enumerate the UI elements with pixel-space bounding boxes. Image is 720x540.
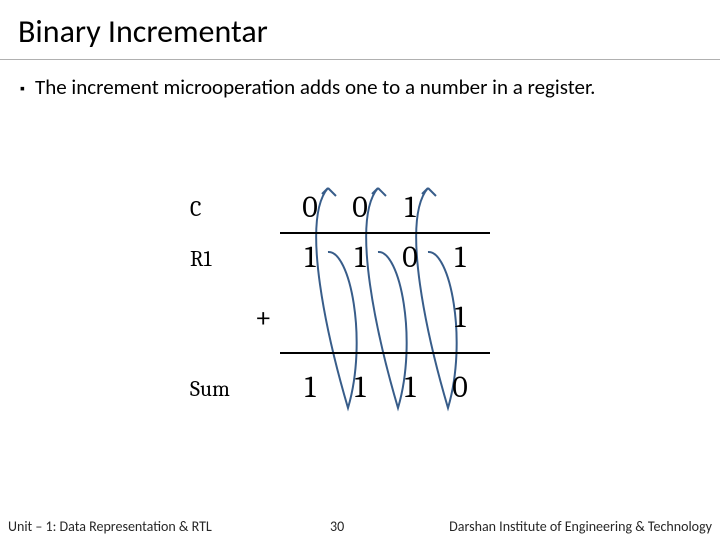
sum-digit: 0 — [440, 370, 480, 405]
label-sum: Sum — [190, 376, 230, 402]
r1-digit: 1 — [340, 240, 380, 275]
rule-bottom — [280, 352, 490, 354]
r1-digit: 1 — [440, 240, 480, 275]
r1-digit: 1 — [290, 240, 330, 275]
bullet-item: ▪ The increment microoperation adds one … — [0, 60, 720, 100]
bullet-text: The increment microoperation adds one to… — [35, 74, 596, 100]
carry-digit: 0 — [290, 190, 330, 225]
r1-digit: 0 — [390, 240, 430, 275]
footer-unit: Unit – 1: Data Representation & RTL — [0, 518, 212, 535]
increment-diagram: C R1 Sum + 001110111110 — [150, 160, 570, 460]
rule-top — [280, 232, 490, 234]
slide-footer: Unit – 1: Data Representation & RTL 30 D… — [0, 512, 720, 540]
sum-digit: 1 — [340, 370, 380, 405]
carry-digit: 1 — [390, 190, 430, 225]
carry-digit: 0 — [340, 190, 380, 225]
bullet-marker: ▪ — [20, 80, 25, 97]
slide-title: Binary Incrementar — [0, 0, 720, 60]
sum-digit: 1 — [390, 370, 430, 405]
footer-page-number: 30 — [330, 518, 344, 535]
sum-digit: 1 — [290, 370, 330, 405]
label-c: C — [190, 196, 201, 222]
plus-sign: + — [255, 300, 272, 335]
addend-digit: 1 — [440, 300, 480, 335]
label-r1: R1 — [190, 246, 211, 272]
footer-institute: Darshan Institute of Engineering & Techn… — [449, 518, 712, 535]
